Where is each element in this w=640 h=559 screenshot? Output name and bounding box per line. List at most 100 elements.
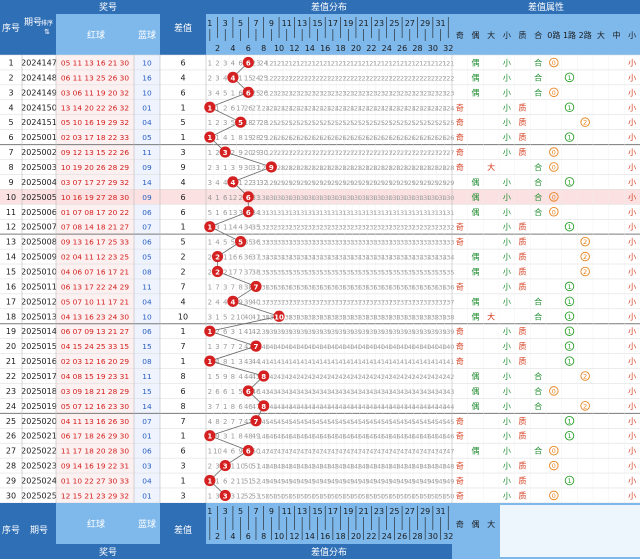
dist-miss-count: 127 [265,149,277,157]
dist-miss-count: 148 [396,463,408,471]
dist-miss-count: 35 [244,239,253,247]
dist-miss-count: 133 [311,239,323,247]
trend-segment [209,315,280,332]
table-row[interactable]: 2 2024148 06 11 13 25 26 30 16 4 2 3 4 1 15242512… [0,69,640,85]
table-row[interactable]: 1 2024147 05 11 13 16 21 30 10 6 1 2 3 4 6 2324121… [0,55,640,70]
attr-road-ring [564,132,575,142]
footer-dist-bottom-number: 30 [428,532,438,541]
dist-miss-count: 2 [215,119,219,127]
attr-value: 质 [519,252,527,262]
table-row[interactable]: 23 2025018 03 09 18 21 28 29 15 6 2 6 6 1 5 461431… [0,383,640,399]
attr-road-value: 2 [583,268,587,276]
dist-miss-count: 41 [244,328,253,336]
table-row[interactable]: 28 2025023 09 14 16 19 22 31 03 3 2 3 1 10505114… [0,458,640,474]
dist-miss-count: 125 [434,119,446,127]
header-dist-top-number: 25 [389,19,399,28]
attr-road-value: 2 [583,253,587,261]
table-row[interactable]: 16 2025011 06 13 17 22 24 29 11 7 1 7 3 7 8 38 1361… [0,278,640,294]
table-row[interactable]: 13 2025008 09 13 16 17 25 33 06 5 1 4 5 5 3536133… [0,234,640,250]
attr-value: 奇 [456,490,464,500]
table-row[interactable]: 7 2025002 09 12 13 15 22 26 11 3 1 2 2 9 20293012… [0,144,640,160]
dist-miss-count: 139 [365,328,377,336]
table-row[interactable]: 30 2025025 12 15 21 23 29 32 01 3 1 3 3 12525315… [0,487,640,503]
table-row[interactable]: 8 2025003 10 19 20 26 28 29 09 9 2 3 1 3 9 3031128… [0,159,640,175]
blue-ball-cell [134,234,160,250]
footer-dist-bottom-number: 22 [366,532,376,541]
dist-miss-count: 8 [238,134,242,142]
table-row[interactable]: 9 2025004 03 07 17 27 29 32 14 4 3 4 4 1 22313212… [0,174,640,190]
header-dist-bottom-number: 30 [428,44,438,53]
attr-value: 合 [534,72,542,82]
dist-miss-count: 146 [427,433,439,441]
sort-toggle[interactable]: 排序 [41,19,53,27]
table-row[interactable]: 18 2025013 04 13 16 23 24 30 10 10 3 1 5 2 104041… [0,308,640,324]
red-ball-cell [56,264,134,279]
table-body: 1 2024147 05 11 13 16 21 30 10 6 1 2 3 4 6 2324121… [0,55,640,503]
dist-miss-count: 134 [396,254,408,262]
red-ball-cell [56,69,134,85]
table-row[interactable]: 14 2025009 02 04 11 12 23 25 05 2 2 1 16 6 363713… [0,249,640,265]
table-row[interactable]: 19 2025014 06 07 09 13 21 27 06 1 2 6 3 1 4142139… [0,323,640,339]
dist-miss-count: 128 [342,164,354,172]
table-row[interactable]: 15 2025010 04 06 07 16 17 21 08 2 2 2 17 7 373813… [0,264,640,279]
table-row[interactable]: 26 2025021 06 17 18 26 29 30 01 1 9 3 1 8 4849146… [0,428,640,444]
dist-miss-count: 138 [296,313,308,321]
row-diff: 1 [180,477,185,486]
dist-miss-count: 123 [350,89,362,97]
table-row[interactable]: 6 2025001 02 03 17 18 22 33 05 1 1 4 1 8 19282912… [0,129,640,145]
dist-miss-count: 138 [396,313,408,321]
blue-ball-cell [134,473,160,488]
table-row[interactable]: 10 2025005 10 16 19 27 28 30 09 6 4 1 6 12 2 33130… [0,189,640,205]
table-row[interactable]: 29 2025024 01 10 22 27 30 33 04 1 1 6 2 11515214… [0,473,640,488]
dist-miss-count: 130 [404,194,416,202]
dist-miss-count: 138 [358,313,370,321]
row-blue-ball: 04 [142,477,152,486]
dist-miss-count: 3 [231,492,235,500]
sort-arrows-icon[interactable]: ⇅ [44,28,50,36]
table-row[interactable]: 5 2024151 05 10 16 19 29 32 04 5 1 2 3 5 18272812… [0,114,640,130]
table-row[interactable]: 3 2024149 03 06 11 19 20 32 10 6 3 4 5 1 6 2526123… [0,84,640,100]
dist-miss-count: 127 [404,149,416,157]
footer-dist-bottom-number: 18 [335,532,345,541]
dist-miss-count: 127 [358,149,370,157]
dist-miss-count: 125 [427,119,439,127]
table-row[interactable]: 4 2024150 13 14 20 22 26 32 01 1 1 2 6 172627124… [0,99,640,115]
dist-miss-count: 143 [427,388,439,396]
dist-miss-count: 3 [223,433,227,441]
dist-miss-count: 2 [208,74,212,82]
dist-miss-count: 138 [327,313,339,321]
table-row[interactable]: 12 2025007 07 08 14 18 21 27 07 1 3 1 14 4 343513… [0,219,640,235]
dist-miss-count: 145 [358,418,370,426]
table-row[interactable]: 27 2025022 11 17 18 20 28 30 06 6 1 10 4 6 9 50147… [0,443,640,459]
attr-value: 小 [503,447,511,456]
dist-miss-count: 121 [388,59,400,67]
dist-miss-count: 128 [388,164,400,172]
dist-miss-count: 146 [442,433,454,441]
dist-miss-count: 124 [404,104,416,112]
dist-miss-count: 121 [296,59,308,67]
row-red-balls: 04 13 16 23 24 30 [61,312,129,321]
dist-miss-count: 146 [388,433,400,441]
dist-miss-count: 141 [304,358,316,366]
dist-miss-count: 139 [296,328,308,336]
table-row[interactable]: 20 2025015 04 15 24 25 33 15 15 7 1 3 7 7 2 42 1401… [0,338,640,354]
row-blue-ball: 01 [142,432,152,441]
dist-miss-count: 150 [434,492,446,500]
dist-miss-count: 126 [319,134,331,142]
dist-miss-count: 2 [208,463,212,471]
attr-value: 小 [503,491,511,500]
attr-value: 质 [519,237,527,247]
attr-road-value: 2 [583,372,587,380]
table-row[interactable]: 11 2025006 01 07 08 17 20 22 06 6 5 1 6 13 3 34131… [0,204,640,220]
dist-miss-count: 5 [238,388,242,396]
table-row[interactable]: 21 2025016 02 03 12 16 20 29 08 1 4 8 1 3 4344141… [0,353,640,369]
diff-ball-value: 8 [261,403,266,411]
row-red-balls: 02 03 12 16 20 29 [61,357,129,366]
dist-miss-count: 143 [373,388,385,396]
table-row[interactable]: 17 2025012 05 07 10 11 17 21 04 4 2 4 4 9 3940137… [0,293,640,309]
dist-miss-count: 134 [404,254,416,262]
dist-miss-count: 150 [365,492,377,500]
table-row[interactable]: 25 2025020 04 11 13 16 26 30 07 7 4 8 2 7 7 47 1451… [0,413,640,429]
